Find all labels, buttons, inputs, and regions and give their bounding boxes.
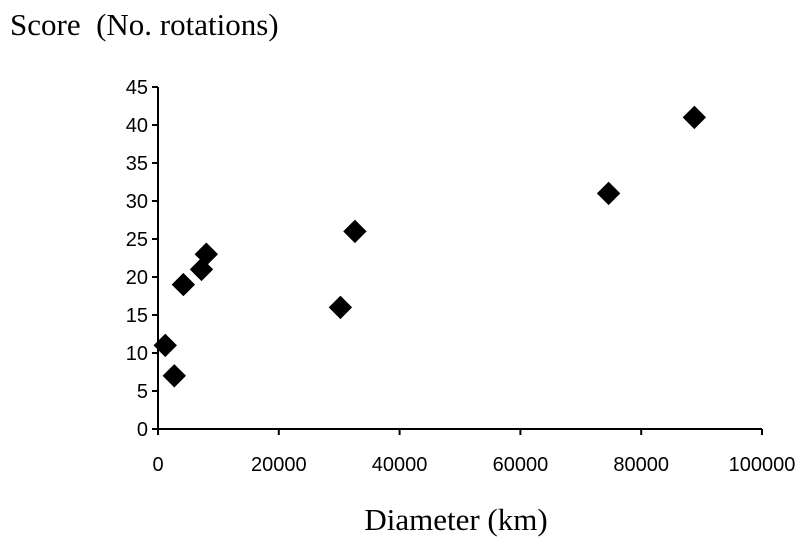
scatter-point bbox=[162, 364, 187, 388]
axis-ticks bbox=[152, 86, 763, 435]
x-tick-label: 20000 bbox=[251, 454, 307, 476]
y-tick-label: 20 bbox=[126, 267, 148, 289]
x-tick-label: 80000 bbox=[613, 454, 669, 476]
scatter-point bbox=[343, 219, 367, 244]
x-tick-label: 40000 bbox=[372, 454, 428, 476]
axes bbox=[157, 87, 762, 430]
scatter-point bbox=[328, 295, 353, 320]
y-tick-label: 0 bbox=[137, 419, 148, 441]
x-tick-label: 0 bbox=[152, 454, 163, 476]
x-axis-title: Diameter (km) bbox=[364, 502, 547, 537]
y-tick-label: 40 bbox=[126, 115, 148, 137]
axis-tick-labels: 0 5 10 15 20 25 30 35 40 45 0 20000 40000 60000 80000 1… bbox=[126, 77, 796, 476]
y-tick-label: 5 bbox=[137, 381, 148, 403]
scatter-point bbox=[153, 333, 177, 358]
scatter-point bbox=[171, 272, 196, 297]
data-points bbox=[153, 105, 707, 388]
y-tick-label: 10 bbox=[126, 343, 148, 365]
scatter-point bbox=[194, 242, 219, 266]
y-tick-label: 15 bbox=[126, 305, 148, 327]
y-tick-label: 25 bbox=[126, 229, 148, 251]
x-tick-label: 60000 bbox=[493, 454, 549, 476]
y-tick-label: 30 bbox=[126, 191, 148, 213]
scatter-point bbox=[596, 181, 621, 206]
x-tick-label: 100000 bbox=[729, 454, 796, 476]
y-tick-label: 45 bbox=[126, 77, 148, 99]
scatter-point bbox=[682, 105, 707, 130]
y-axis-title: Score (No. rotations) bbox=[10, 7, 279, 42]
y-tick-label: 35 bbox=[126, 153, 148, 175]
